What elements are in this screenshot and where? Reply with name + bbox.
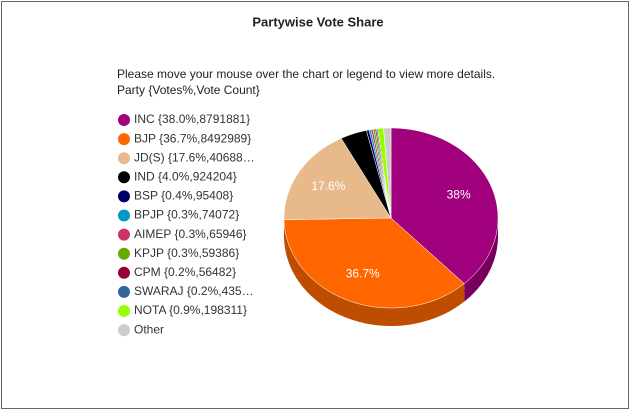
legend-marker[interactable] — [118, 228, 130, 241]
legend-marker[interactable] — [118, 247, 130, 260]
legend-label[interactable]: AIMEP {0.3%,65946} — [134, 227, 247, 241]
legend-marker[interactable] — [118, 285, 130, 298]
slice-label: 38% — [447, 188, 471, 202]
legend-marker[interactable] — [118, 209, 130, 222]
pie-slice-side — [284, 219, 465, 326]
legend-label[interactable]: CPM {0.2%,56482} — [134, 265, 236, 279]
pie-slice[interactable] — [283, 217, 465, 309]
pie-slice-side — [464, 218, 498, 302]
pie-slice[interactable] — [390, 127, 499, 284]
legend-label[interactable]: SWARAJ {0.2%,435… — [134, 284, 254, 298]
legend-label[interactable]: INC {38.0%,8791881} — [134, 112, 250, 126]
legend-label[interactable]: BJP {36.7%,8492989} — [134, 131, 251, 145]
slice-label: 36.7% — [346, 267, 380, 281]
pie-slice[interactable] — [283, 138, 392, 220]
legend-label[interactable]: BPJP {0.3%,74072} — [134, 208, 239, 222]
legend-marker[interactable] — [118, 114, 130, 126]
legend-label[interactable]: IND {4.0%,924204} — [134, 169, 237, 183]
pie-slice[interactable] — [383, 127, 392, 219]
slice-label: 17.6% — [311, 179, 345, 193]
legend-marker[interactable] — [118, 305, 130, 317]
legend-marker[interactable] — [118, 266, 130, 279]
chart-title: Partywise Vote Share — [252, 14, 383, 29]
legend-label[interactable]: BSP {0.4%,95408} — [134, 189, 233, 203]
pie-slice[interactable] — [340, 130, 392, 219]
legend-label[interactable]: Other — [134, 322, 164, 336]
legend-label[interactable]: NOTA {0.9%,198311} — [134, 303, 247, 317]
legend-label[interactable]: JD(S) {17.6%,40688… — [134, 150, 255, 164]
legend-marker[interactable] — [118, 152, 130, 165]
subtitle: Please move your mouse over the chart or… — [117, 67, 495, 81]
legend-marker[interactable] — [118, 171, 130, 184]
legend-label[interactable]: KPJP {0.3%,59386} — [134, 246, 239, 260]
legend-title: Party {Votes%,Vote Count} — [117, 83, 260, 97]
legend-marker[interactable] — [118, 190, 130, 203]
legend-marker[interactable] — [118, 133, 130, 146]
legend-marker[interactable] — [118, 324, 130, 337]
